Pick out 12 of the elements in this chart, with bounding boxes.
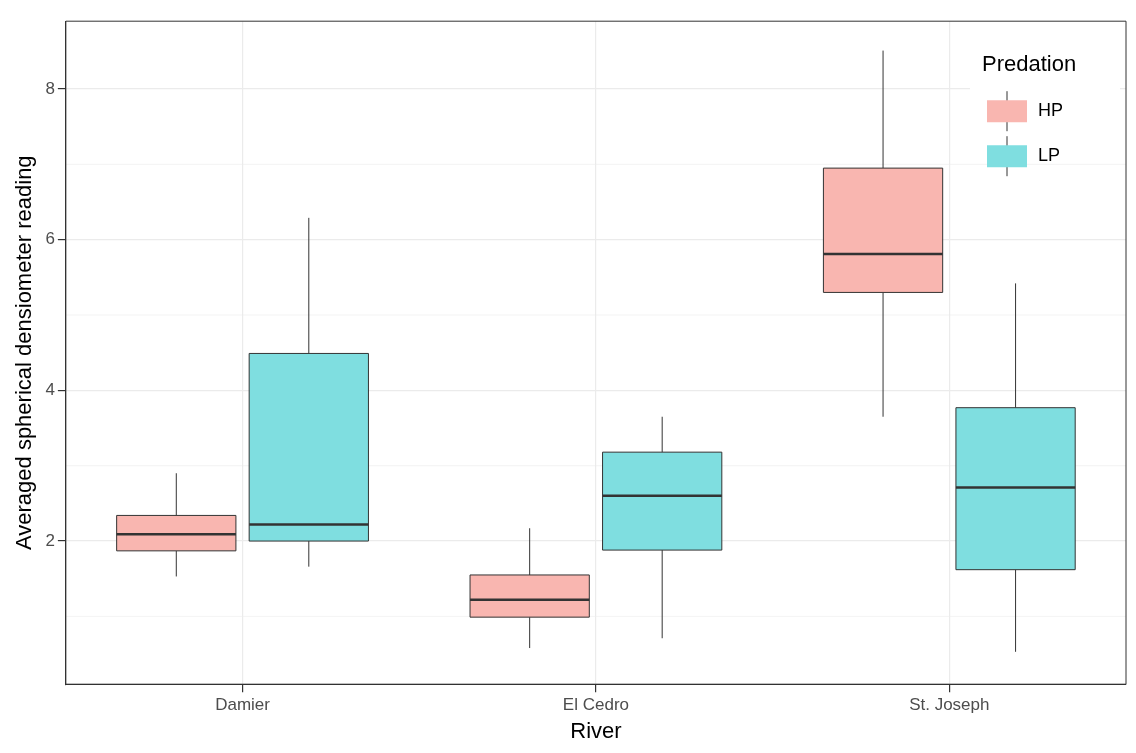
y-tick-label: 2 (45, 530, 55, 550)
y-tick-label: 8 (45, 78, 55, 98)
y-tick-label: 4 (45, 380, 55, 400)
y-axis-title: Averaged spherical densiometer reading (11, 155, 37, 551)
x-tick-label: Damier (215, 695, 271, 715)
y-tick-label: 6 (45, 229, 55, 249)
x-tick-label: El Cedro (562, 695, 629, 715)
legend-title: Predation (982, 51, 1077, 77)
legend-label: HP (1038, 100, 1064, 121)
legend-label: LP (1038, 145, 1061, 166)
x-tick-label: St. Joseph (909, 695, 990, 715)
x-axis-title: River (570, 717, 622, 743)
